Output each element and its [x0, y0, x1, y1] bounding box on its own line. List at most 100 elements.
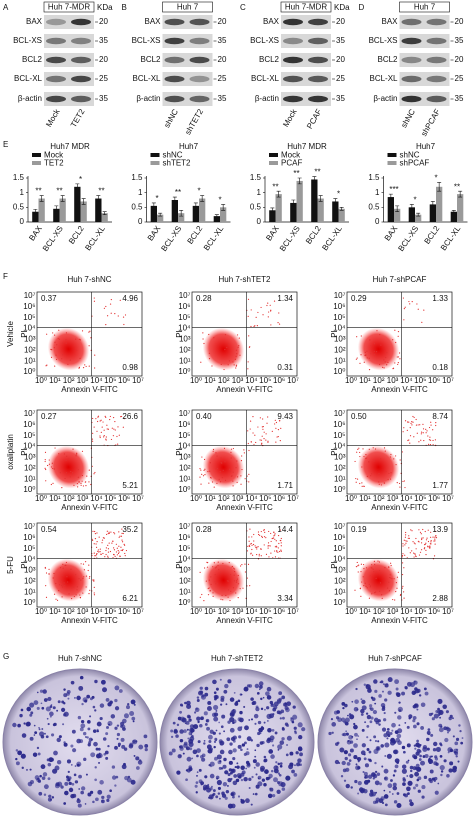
event-dot	[203, 567, 206, 569]
event-dot	[94, 555, 96, 557]
event-dot	[53, 468, 55, 470]
colony	[248, 719, 251, 721]
event-dot	[199, 468, 201, 470]
event-dot	[357, 448, 359, 450]
significance: *	[413, 196, 416, 205]
event-dot	[268, 556, 270, 558]
event-dot	[65, 564, 67, 566]
unit: KDa	[334, 3, 350, 12]
event-dot	[58, 338, 61, 340]
event-dot	[267, 542, 270, 544]
colony	[89, 715, 92, 718]
event-dot	[257, 546, 259, 548]
event-dot	[45, 365, 47, 367]
event-dot	[100, 419, 102, 421]
colony	[277, 749, 280, 751]
y-tick-label: 10³	[334, 453, 346, 462]
colony	[422, 744, 428, 750]
event-dot	[394, 599, 396, 601]
colony	[207, 783, 210, 786]
colony	[26, 721, 31, 727]
event-dot	[107, 548, 110, 550]
event-dot	[248, 335, 250, 337]
colony	[56, 709, 59, 712]
colony	[398, 724, 401, 727]
colony	[220, 725, 224, 729]
event-dot	[215, 452, 217, 454]
event-dot	[96, 541, 98, 543]
event-dot	[278, 542, 280, 545]
event-dot	[264, 531, 266, 534]
event-dot	[235, 592, 237, 594]
event-dot	[392, 339, 394, 341]
colony	[84, 803, 87, 805]
colony	[44, 732, 46, 735]
colony	[381, 707, 386, 712]
lane-label: TET2	[69, 107, 87, 129]
y-tick-label: 10³	[179, 453, 191, 462]
bar	[387, 197, 394, 222]
colony	[394, 711, 397, 714]
x-tick-label: 10⁷	[442, 494, 454, 503]
colony	[299, 752, 303, 757]
bar	[95, 198, 102, 222]
event-dot	[242, 587, 244, 589]
quadrant-value: 9.43	[277, 412, 293, 421]
colony	[354, 732, 358, 737]
x-tick-label: BAX	[264, 224, 281, 243]
event-dot	[216, 582, 219, 584]
event-dot	[433, 540, 435, 542]
event-dot	[120, 549, 122, 551]
event-dot	[229, 470, 232, 473]
event-dot	[71, 473, 74, 475]
colony	[404, 721, 407, 724]
colony	[55, 782, 60, 787]
event-dot	[358, 564, 360, 566]
event-dot	[103, 307, 105, 309]
bar	[150, 205, 157, 222]
event-dot	[240, 475, 242, 477]
error-bar	[158, 212, 163, 217]
colony	[447, 731, 449, 734]
error-bar	[172, 196, 177, 204]
colony	[281, 737, 285, 741]
event-dot	[405, 542, 407, 544]
colony	[362, 770, 365, 773]
colony	[387, 783, 393, 789]
colony	[424, 753, 429, 759]
event-dot	[378, 481, 380, 483]
event-dot	[385, 356, 387, 359]
colony	[49, 705, 53, 708]
significance: **	[35, 187, 41, 196]
y-axis-label: PI	[330, 561, 339, 569]
colony	[363, 683, 367, 686]
event-dot	[109, 303, 112, 305]
colony	[412, 724, 417, 729]
colony	[76, 738, 82, 744]
colony	[345, 783, 350, 789]
event-dot	[238, 345, 240, 347]
event-dot	[205, 580, 207, 582]
event-dot	[59, 567, 62, 569]
event-dot	[88, 481, 90, 483]
colony	[79, 675, 84, 680]
y-tick-label: 10¹	[179, 474, 191, 483]
event-dot	[55, 358, 58, 361]
colony	[63, 742, 68, 747]
marker: 25	[99, 74, 108, 83]
event-dot	[58, 584, 61, 586]
colony	[266, 706, 270, 710]
colony	[383, 733, 388, 738]
y-tick-label: 1.5	[131, 173, 143, 182]
error-bar	[276, 190, 281, 198]
event-dot	[259, 417, 261, 419]
event-dot	[78, 338, 80, 340]
y-tick-label: 10⁶	[333, 302, 345, 311]
event-dot	[120, 546, 122, 548]
event-dot	[222, 586, 224, 588]
event-dot	[48, 463, 51, 465]
colony	[232, 748, 237, 753]
colony	[258, 681, 264, 686]
event-dot	[206, 566, 209, 568]
event-dot	[45, 572, 48, 574]
